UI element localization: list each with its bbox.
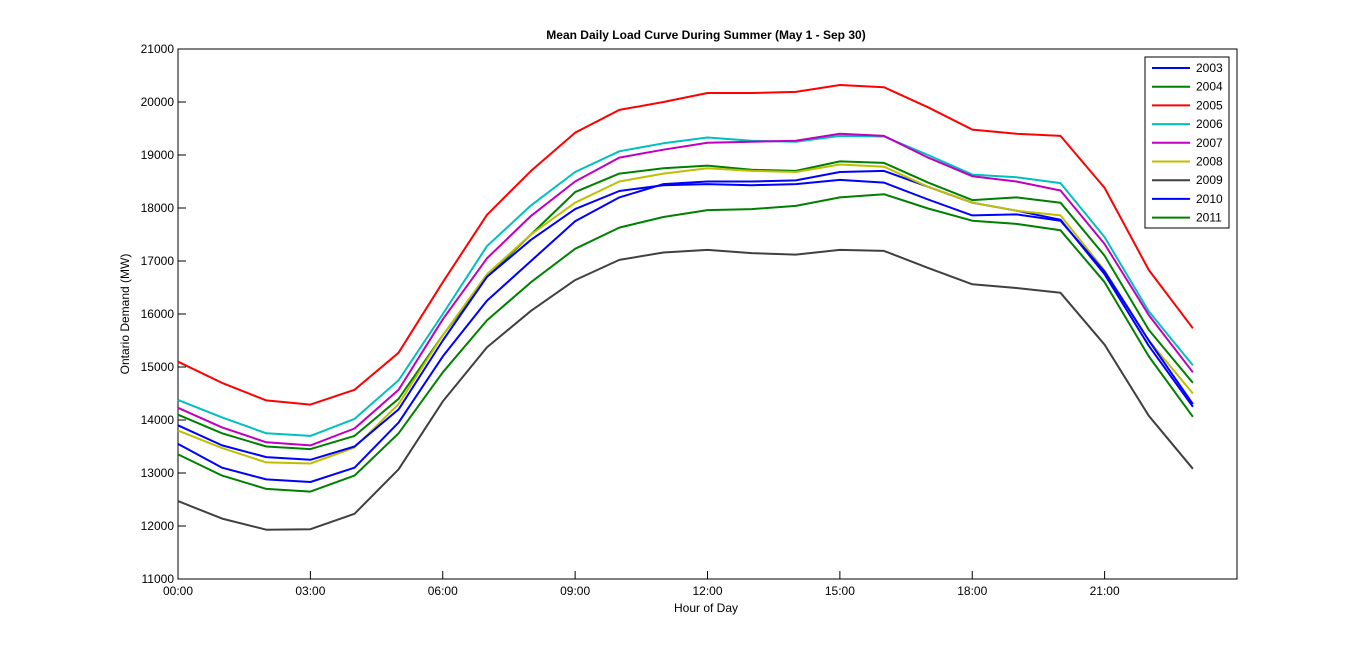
y-tick-label: 14000 — [141, 413, 175, 427]
legend-label-2008: 2008 — [1196, 155, 1223, 169]
legend-label-2011: 2011 — [1196, 211, 1222, 225]
legend-label-2005: 2005 — [1196, 98, 1223, 112]
series-line-2007 — [177, 132, 1194, 447]
legend-label-2006: 2006 — [1196, 117, 1223, 131]
x-tick-label: 09:00 — [560, 584, 590, 598]
x-tick-label: 18:00 — [957, 584, 987, 598]
series-line-2006 — [177, 134, 1194, 437]
x-tick-label: 03:00 — [295, 584, 325, 598]
y-tick-label: 13000 — [141, 466, 175, 480]
series-line-2011 — [177, 193, 1194, 493]
legend: 2003 2004 2005 2006 2007 2008 2009 2010 2011 — [1144, 56, 1230, 229]
y-tick-label: 17000 — [141, 254, 175, 268]
series-line-2008 — [177, 163, 1194, 465]
tick-layer: 00:00 03:00 06:00 09:00 12:00 15:00 18:00 21:00… — [141, 42, 1238, 598]
y-tick-label: 19000 — [141, 148, 175, 162]
y-tick-label: 15000 — [141, 360, 175, 374]
x-tick-label: 21:00 — [1090, 584, 1120, 598]
x-tick-label: 00:00 — [163, 584, 193, 598]
series-line-2005 — [177, 84, 1194, 406]
x-tick-label: 12:00 — [692, 584, 722, 598]
legend-label-2009: 2009 — [1196, 173, 1223, 187]
y-tick-label: 21000 — [141, 42, 175, 56]
y-tick-label: 16000 — [141, 307, 175, 321]
series-layer — [177, 84, 1194, 531]
series-line-2009 — [177, 248, 1194, 531]
y-tick-label: 18000 — [141, 201, 175, 215]
series-line-2004 — [177, 160, 1194, 451]
y-axis-label: Ontario Demand (MW) — [118, 254, 132, 375]
legend-label-2007: 2007 — [1196, 136, 1223, 150]
y-tick-label: 11000 — [142, 572, 175, 586]
plot-area: 00:00 03:00 06:00 09:00 12:00 15:00 18:00 21:00… — [141, 42, 1238, 598]
series-line-2010 — [177, 178, 1194, 461]
legend-label-2003: 2003 — [1196, 61, 1223, 75]
y-tick-label: 12000 — [141, 519, 175, 533]
y-tick-label: 20000 — [141, 95, 175, 109]
x-axis-label: Hour of Day — [674, 601, 738, 615]
x-tick-label: 15:00 — [825, 584, 855, 598]
legend-items: 2003 2004 2005 2006 2007 2008 2009 2010 2011 — [1152, 61, 1223, 225]
legend-label-2004: 2004 — [1196, 80, 1223, 94]
chart-title: Mean Daily Load Curve During Summer (May… — [546, 28, 865, 42]
legend-label-2010: 2010 — [1196, 192, 1223, 206]
x-tick-label: 06:00 — [428, 584, 458, 598]
